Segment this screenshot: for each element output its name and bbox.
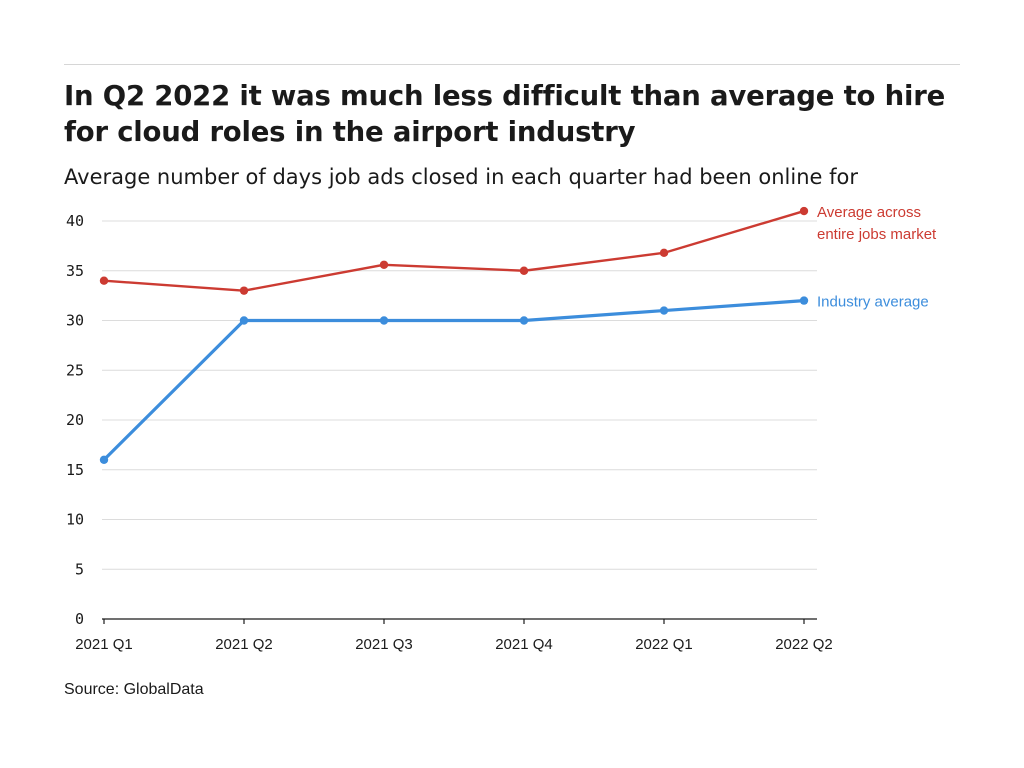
x-tick-label: 2021 Q3 <box>355 636 413 653</box>
series-label-industry: Industry average <box>817 294 929 311</box>
series-labels: Average across entire jobs market Industry… <box>817 204 937 311</box>
y-tick-label: 15 <box>66 461 84 479</box>
x-tick-label: 2022 Q2 <box>775 636 833 653</box>
data-point-industry <box>379 316 389 325</box>
series <box>99 206 809 464</box>
x-tick-label: 2021 Q4 <box>495 636 553 653</box>
data-point-market <box>659 248 669 258</box>
series-line-industry <box>102 299 806 462</box>
series-label-market: entire jobs market <box>817 226 937 243</box>
y-tick-label: 10 <box>66 511 84 529</box>
chart-title: In Q2 2022 it was much less difficult th… <box>64 80 946 148</box>
y-tick-label: 40 <box>66 212 84 230</box>
data-point-industry <box>99 455 109 464</box>
data-point-market <box>99 276 109 285</box>
data-point-industry <box>659 306 669 315</box>
data-point-market <box>239 286 249 295</box>
y-tick-label: 5 <box>75 560 84 578</box>
x-tick-label: 2021 Q1 <box>75 636 133 653</box>
series-line-market <box>102 209 806 292</box>
y-tick-label: 20 <box>66 411 84 429</box>
y-tick-label: 30 <box>66 312 84 330</box>
axes: 0 5 10 15 20 25 30 35 40 2021 Q1 2021 Q2 2021 Q3 202… <box>66 212 833 653</box>
y-tick-label: 35 <box>66 262 84 280</box>
source-note: Source: GlobalData <box>64 681 204 698</box>
data-point-market <box>799 206 809 216</box>
chart-subtitle: Average number of days job ads closed in… <box>64 165 858 189</box>
data-point-market <box>379 260 389 269</box>
y-tick-label: 0 <box>75 610 84 628</box>
gridlines <box>102 220 817 570</box>
data-point-industry <box>799 296 809 305</box>
x-tick-label: 2021 Q2 <box>215 636 273 653</box>
data-point-industry <box>519 316 529 325</box>
top-divider <box>64 64 960 65</box>
y-tick-label: 25 <box>66 361 84 379</box>
data-point-industry <box>239 316 249 325</box>
x-tick-label: 2022 Q1 <box>635 636 693 653</box>
data-point-market <box>519 266 529 275</box>
series-label-market: Average across <box>817 204 921 221</box>
